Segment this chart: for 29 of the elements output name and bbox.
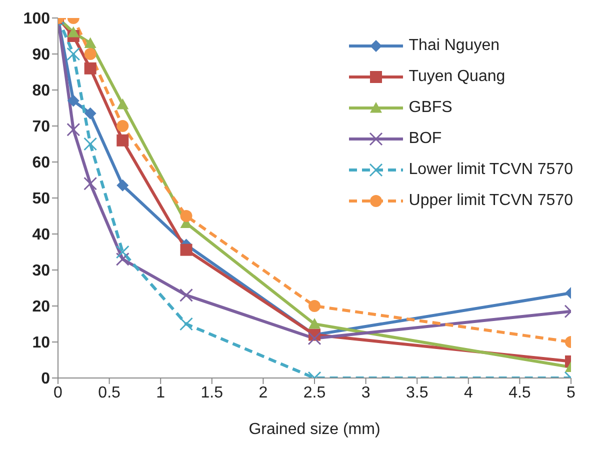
x-tick-label: 0.5 xyxy=(98,384,121,402)
x-axis-title: Grained size (mm) xyxy=(248,421,380,438)
x-tick-label: 1 xyxy=(156,384,166,402)
y-tick-label: 100 xyxy=(23,10,50,28)
y-tick-label: 90 xyxy=(32,46,50,64)
y-tick-label: 20 xyxy=(32,298,50,316)
x-tick-label: 4.5 xyxy=(508,384,531,402)
y-tick-label: 60 xyxy=(32,154,50,172)
x-tick-label: 2 xyxy=(258,384,268,402)
y-tick-label: 40 xyxy=(32,226,50,244)
legend-label: GBFS xyxy=(408,98,452,116)
legend-label: BOF xyxy=(408,130,442,148)
legend-label: Upper limit TCVN 7570 xyxy=(408,192,573,210)
x-tick-label: 3 xyxy=(361,384,370,402)
x-tick-label: 0 xyxy=(54,384,63,402)
legend-label: Thai Nguyen xyxy=(408,36,500,54)
y-tick-label: 0 xyxy=(41,370,50,388)
y-tick-label: 30 xyxy=(32,262,50,280)
x-tick-label: 3.5 xyxy=(406,384,428,402)
y-tick-label: 10 xyxy=(32,334,50,352)
x-tick-label: 1.5 xyxy=(200,384,224,402)
x-tick-label: 2.5 xyxy=(303,384,326,402)
y-tick-label: 70 xyxy=(32,118,50,136)
legend-label: Tuyen Quang xyxy=(408,68,506,86)
x-tick-label: 5 xyxy=(566,384,576,402)
legend-label: Lower limit TCVN 7570 xyxy=(408,160,573,178)
x-tick-label: 4 xyxy=(464,384,473,402)
y-tick-label: 80 xyxy=(32,82,50,100)
y-tick-label: 50 xyxy=(32,190,50,208)
